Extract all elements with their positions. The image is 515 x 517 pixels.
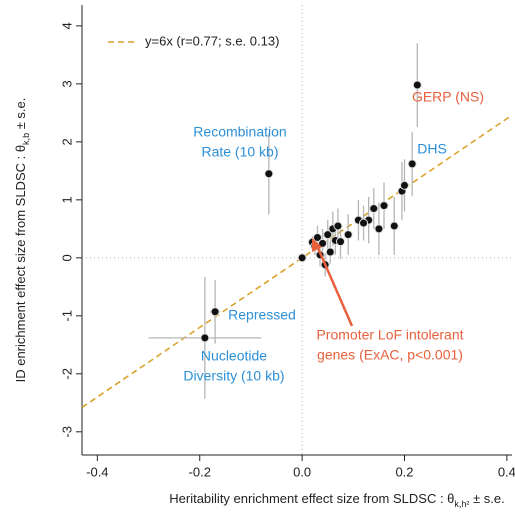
point <box>359 218 369 228</box>
y-tick-label: 0 <box>59 254 74 261</box>
annotation: GERP (NS) <box>412 89 484 105</box>
annotation: Nucleotide <box>201 348 267 364</box>
point <box>312 233 322 243</box>
point <box>264 169 274 179</box>
x-tick-label: -0.4 <box>86 464 108 479</box>
x-tick-label: 0.0 <box>293 464 311 479</box>
x-axis-label-part: Heritability enrichment effect size from… <box>169 491 454 506</box>
y-axis-label-part: ID enrichment effect size from SLDSC : θ <box>13 145 28 382</box>
point <box>336 237 346 247</box>
annotation-arrowhead <box>312 238 322 252</box>
point <box>400 180 409 190</box>
y-axis-label-part: k,b <box>21 133 31 145</box>
y-tick-label: -1 <box>59 310 74 322</box>
point <box>325 247 335 257</box>
annotation: Promoter LoF intolerant <box>316 327 463 343</box>
x-tick-label: -0.2 <box>189 464 211 479</box>
point <box>297 253 307 263</box>
y-tick-label: 2 <box>59 138 74 145</box>
point <box>200 333 210 343</box>
annotation: DHS <box>417 141 447 157</box>
point <box>333 221 343 231</box>
annotation: Repressed <box>228 307 296 323</box>
point <box>407 159 417 169</box>
y-tick-label: 1 <box>59 196 74 203</box>
point <box>379 201 389 211</box>
y-axis-label: ID enrichment effect size from SLDSC : θ… <box>13 98 31 383</box>
point <box>412 80 422 90</box>
fit-line <box>81 114 513 409</box>
y-axis-label-part: ± s.e. <box>13 98 28 133</box>
annotation: Diversity (10 kb) <box>183 368 284 384</box>
point <box>210 307 220 317</box>
x-tick-label: 0.2 <box>395 464 413 479</box>
y-tick-label: -3 <box>59 426 74 438</box>
point <box>374 224 384 234</box>
x-axis-label-part: k,h² <box>454 499 469 509</box>
annotation-arrow <box>316 247 354 327</box>
annotation: genes (ExAC, p<0.001) <box>317 347 463 363</box>
y-tick-label: 4 <box>59 22 74 29</box>
annotation: Rate (10 kb) <box>201 144 278 160</box>
y-tick-label: -2 <box>59 368 74 380</box>
point <box>318 238 328 248</box>
x-axis-label-part: ± s.e. <box>469 491 504 506</box>
point <box>389 221 399 231</box>
annotation: Recombination <box>193 124 286 140</box>
y-tick-label: 3 <box>59 80 74 87</box>
point <box>369 204 379 214</box>
x-tick-label: 0.4 <box>498 464 515 479</box>
legend-label: y=6x (r=0.77; s.e. 0.13) <box>145 33 279 48</box>
point <box>323 230 333 240</box>
point <box>343 230 353 240</box>
x-axis-label: Heritability enrichment effect size from… <box>169 491 504 509</box>
